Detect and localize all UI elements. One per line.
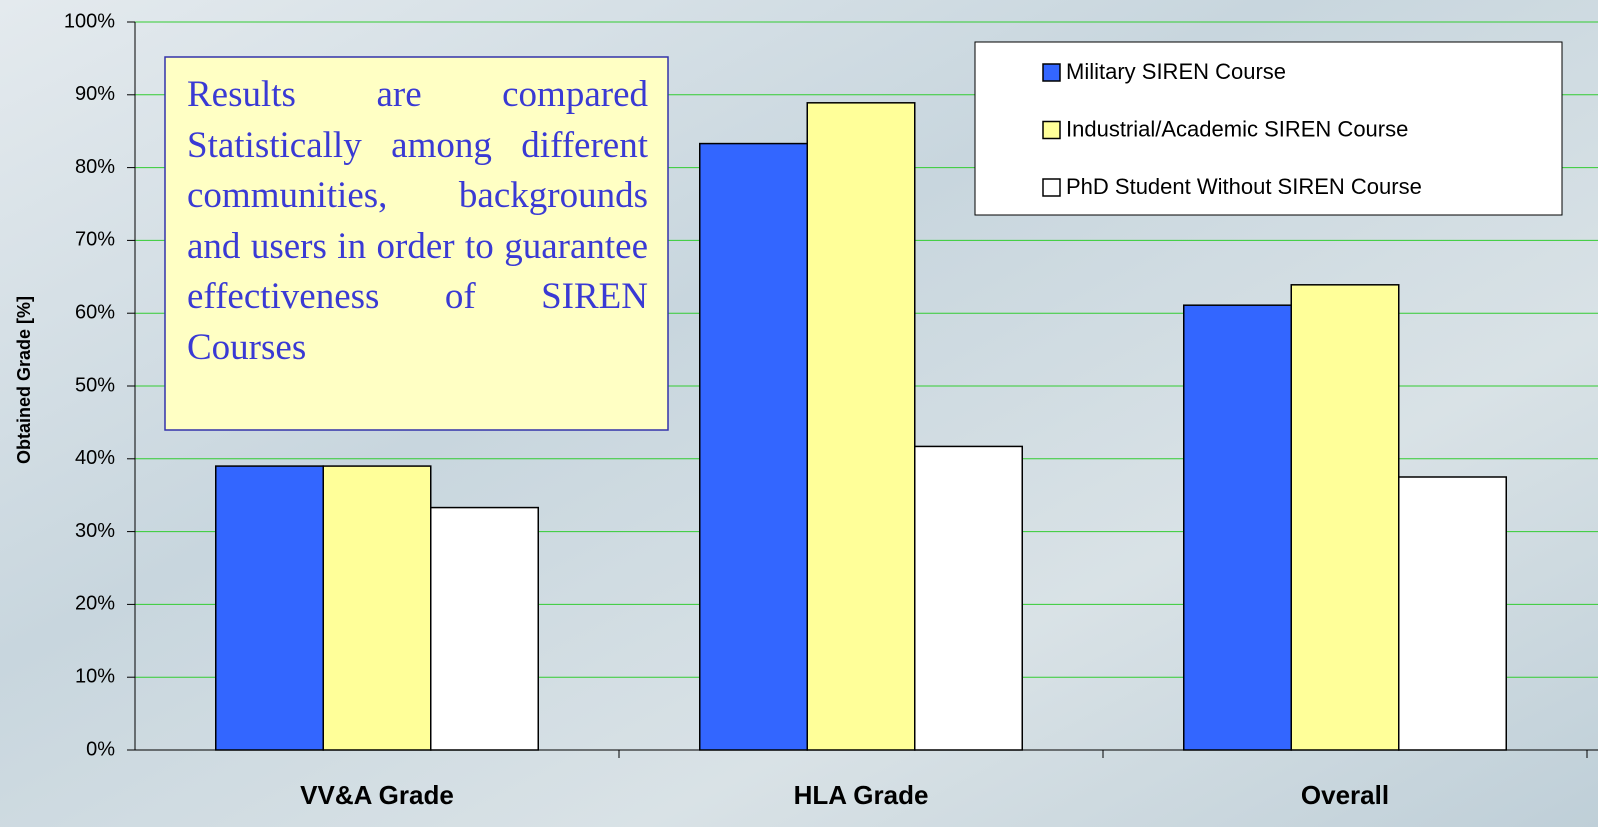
bar [699, 142, 808, 751]
annotation: Results are compared Statistically among… [187, 74, 648, 368]
x-tick-label: Overall [1301, 780, 1389, 810]
bar [215, 465, 324, 751]
legend-swatch [1042, 120, 1061, 140]
y-tick-label: 30% [75, 520, 115, 542]
y-tick-label: 100% [64, 10, 115, 32]
y-tick-label: 40% [75, 447, 115, 469]
y-tick-label: 90% [75, 83, 115, 105]
legend-label: Industrial/Academic SIREN Course [1066, 116, 1408, 141]
annotation-box [164, 56, 669, 431]
bar [1398, 476, 1507, 751]
bar [914, 445, 1023, 751]
legend-box [974, 41, 1563, 216]
y-tick-label: 80% [75, 156, 115, 178]
legend-swatch [1042, 63, 1061, 82]
x-tick-label: HLA Grade [794, 780, 929, 810]
bar [1290, 284, 1400, 751]
y-tick-label: 50% [75, 374, 115, 396]
bar [1183, 304, 1292, 751]
annotation-text: Results are compared Statistically among… [187, 74, 648, 368]
x-tick-label: VV&A Grade [300, 780, 454, 810]
legend-swatch [1042, 178, 1061, 197]
y-axis-label: Obtained Grade [%] [14, 296, 34, 464]
legend-label: PhD Student Without SIREN Course [1066, 174, 1422, 199]
y-tick-label: 20% [75, 593, 115, 615]
y-tick-label: 0% [86, 738, 115, 760]
bar [430, 506, 539, 751]
y-tick-label: 10% [75, 665, 115, 687]
legend-label: Military SIREN Course [1066, 59, 1286, 84]
y-tick-label: 60% [75, 301, 115, 323]
bar [322, 465, 432, 751]
bar [806, 102, 916, 751]
y-tick-label: 70% [75, 229, 115, 251]
